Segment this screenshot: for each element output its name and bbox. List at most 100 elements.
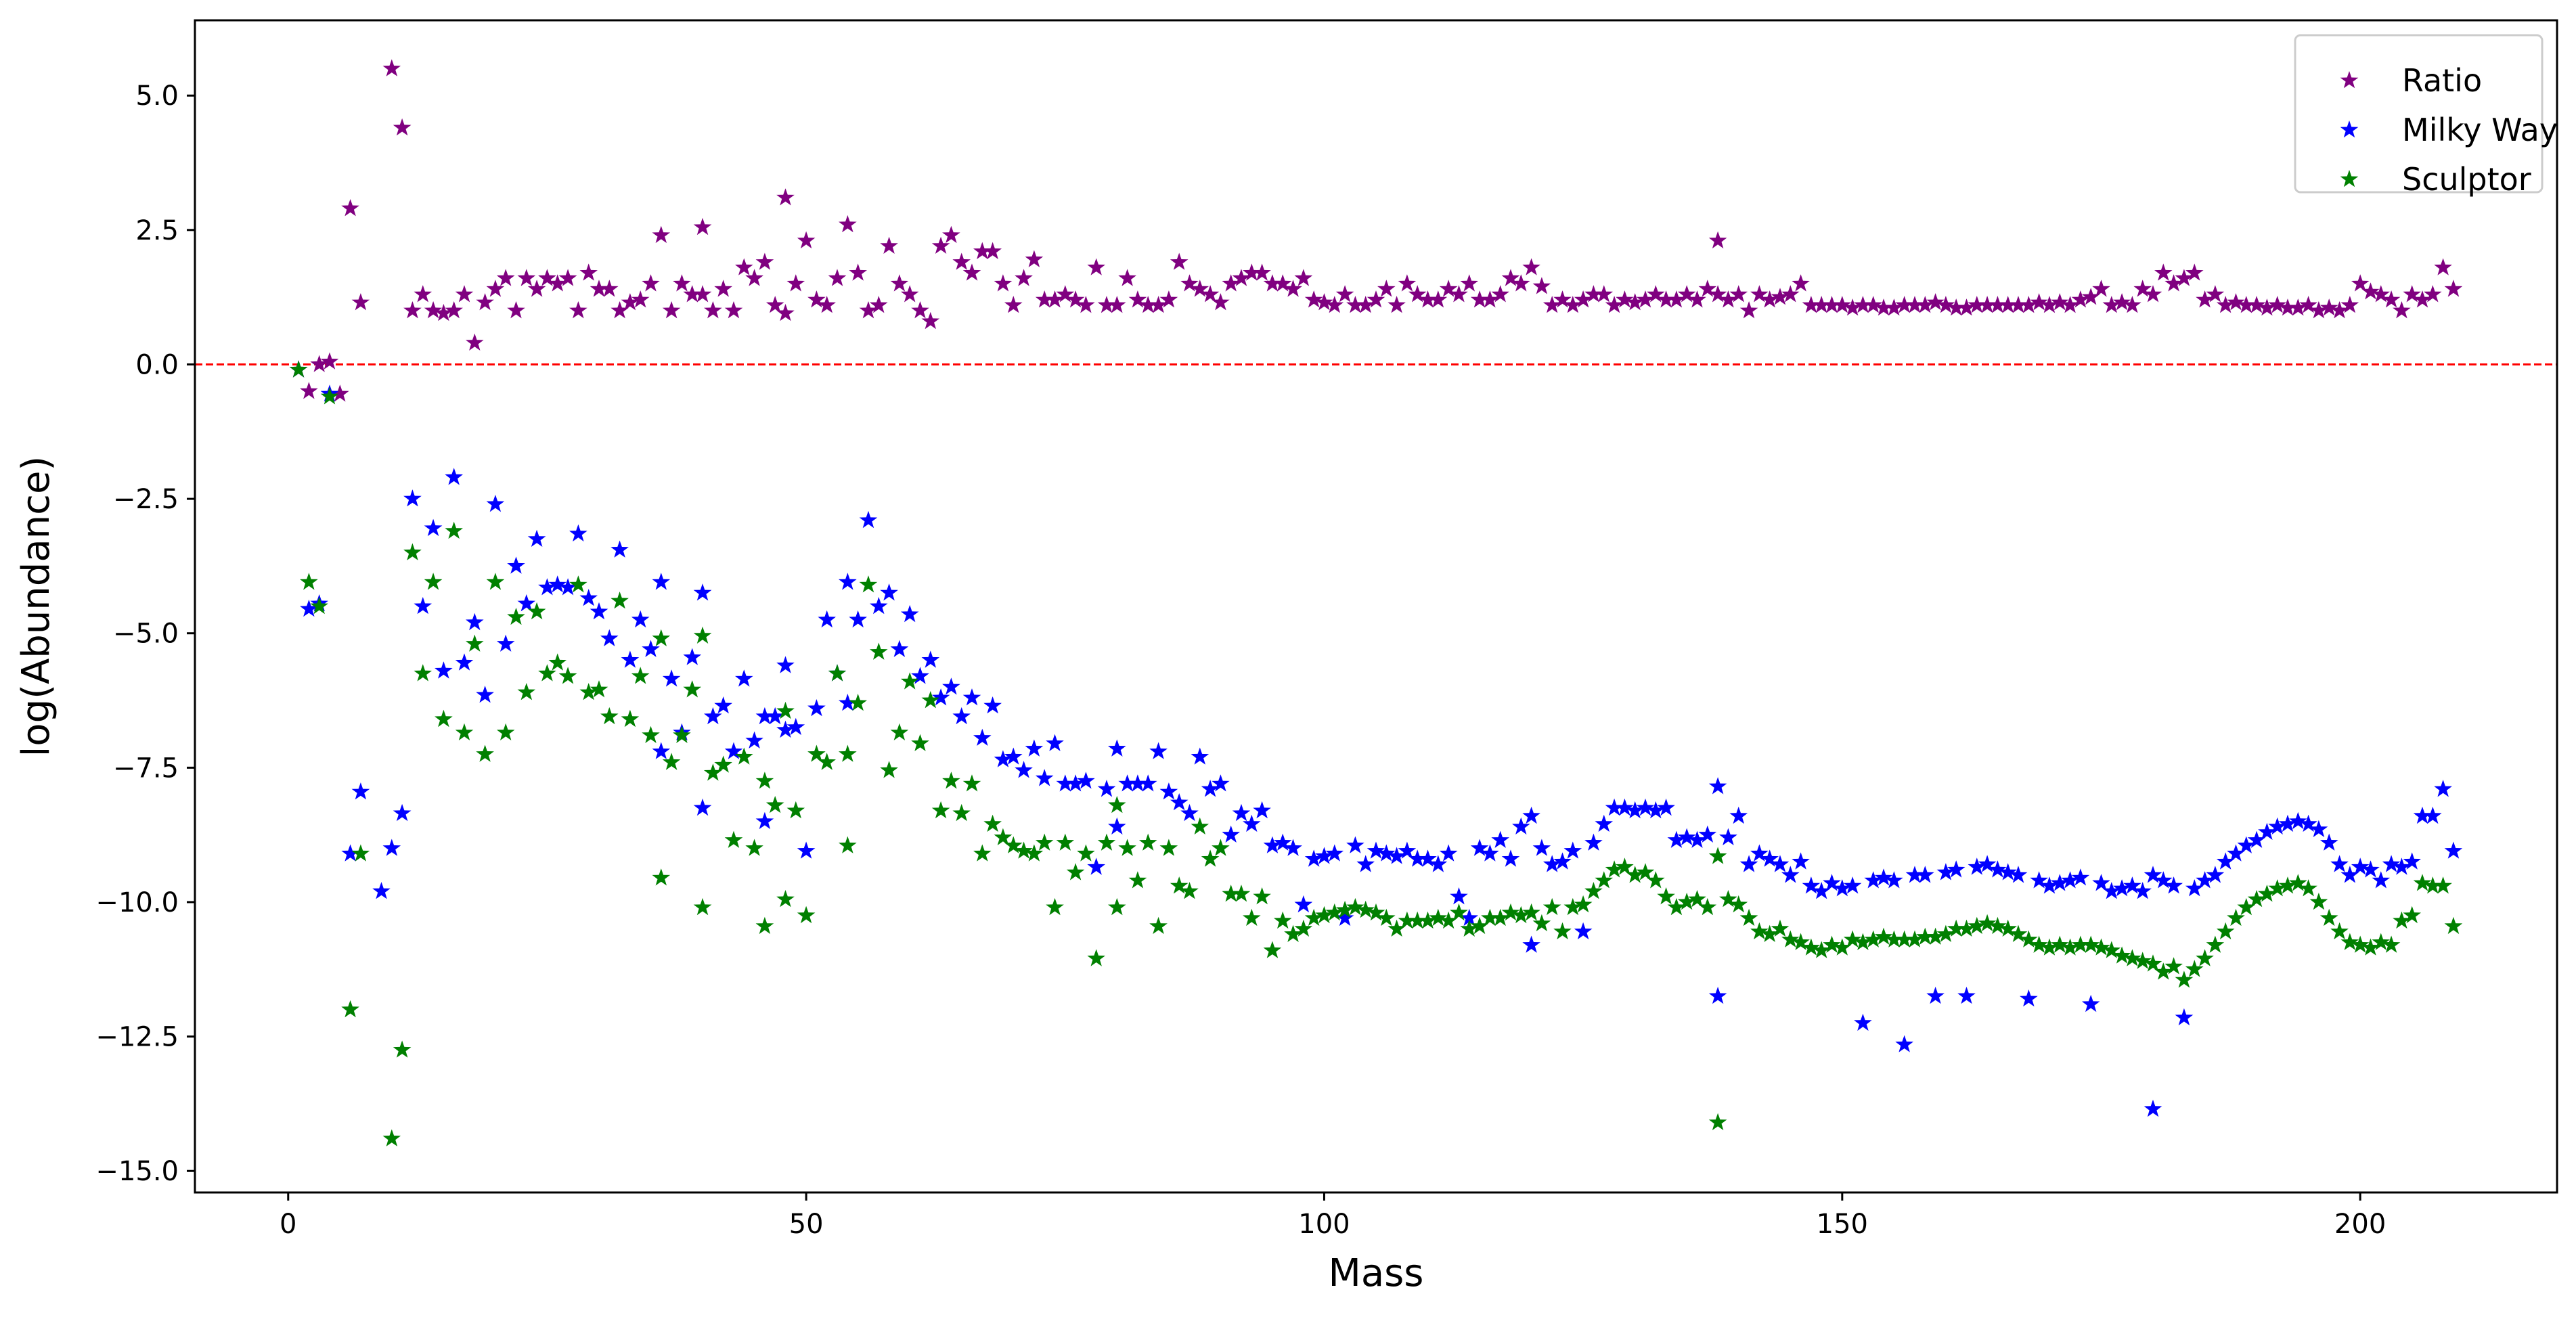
data-point bbox=[1398, 911, 1417, 929]
data-point bbox=[1584, 882, 1603, 899]
data-point bbox=[1812, 882, 1831, 899]
data-point bbox=[890, 723, 909, 740]
data-point bbox=[994, 828, 1013, 845]
data-point bbox=[1616, 290, 1634, 308]
data-point bbox=[1263, 941, 1282, 958]
data-point bbox=[1512, 906, 1530, 924]
data-point bbox=[1056, 833, 1075, 851]
data-point bbox=[445, 521, 463, 539]
data-point bbox=[1097, 296, 1116, 313]
data-point bbox=[1864, 871, 1883, 889]
data-point bbox=[300, 573, 318, 590]
data-point bbox=[652, 868, 671, 886]
data-point bbox=[2268, 817, 2286, 835]
data-point bbox=[931, 688, 950, 706]
data-point bbox=[1491, 908, 1509, 927]
data-point bbox=[1408, 849, 1427, 867]
data-point bbox=[558, 269, 577, 286]
data-point bbox=[486, 280, 505, 297]
data-point bbox=[486, 573, 505, 590]
data-point bbox=[1667, 897, 1686, 916]
data-point bbox=[455, 653, 474, 671]
data-point bbox=[1025, 739, 1044, 757]
data-point bbox=[1429, 855, 1448, 872]
data-point bbox=[1854, 933, 1872, 950]
data-point bbox=[310, 355, 328, 372]
data-point bbox=[1180, 274, 1199, 292]
legend-label: Sculptor bbox=[2402, 161, 2531, 198]
data-point bbox=[765, 707, 784, 725]
data-point bbox=[1781, 930, 1800, 947]
data-point bbox=[1647, 871, 1665, 889]
data-point bbox=[393, 803, 412, 822]
data-point bbox=[1232, 269, 1251, 286]
data-point bbox=[2434, 780, 2452, 797]
x-axis-ticks: 0 50 100 150 200 bbox=[280, 1192, 2386, 1240]
data-point bbox=[900, 604, 919, 623]
data-point bbox=[1450, 285, 1468, 303]
data-point bbox=[2133, 882, 2152, 899]
data-point bbox=[527, 602, 546, 620]
data-point bbox=[1304, 290, 1323, 308]
data-point bbox=[765, 296, 784, 313]
data-point bbox=[1128, 290, 1147, 308]
data-point bbox=[890, 640, 909, 657]
data-point bbox=[1138, 774, 1157, 792]
data-point bbox=[1450, 887, 1468, 905]
data-point bbox=[2340, 296, 2359, 313]
data-point bbox=[1138, 296, 1157, 313]
data-point bbox=[735, 258, 753, 275]
data-point bbox=[1056, 285, 1075, 303]
data-point bbox=[2382, 290, 2401, 308]
data-point bbox=[1771, 855, 1790, 872]
data-point bbox=[2330, 922, 2349, 939]
data-point bbox=[1864, 930, 1883, 947]
data-point bbox=[2268, 879, 2286, 897]
legend-label: Ratio bbox=[2402, 62, 2482, 99]
data-point bbox=[414, 664, 432, 682]
data-point bbox=[517, 594, 536, 612]
data-point bbox=[569, 575, 587, 593]
data-point bbox=[973, 844, 992, 862]
data-point bbox=[2403, 285, 2421, 303]
data-point bbox=[1677, 285, 1696, 303]
data-point bbox=[1243, 263, 1261, 281]
series-milky-way bbox=[289, 360, 2463, 1117]
data-point bbox=[2382, 935, 2401, 953]
data-point bbox=[2258, 822, 2276, 840]
data-point bbox=[1584, 285, 1603, 303]
data-point bbox=[579, 263, 598, 281]
data-point bbox=[1087, 258, 1105, 275]
data-point bbox=[1128, 774, 1147, 792]
data-point bbox=[2424, 876, 2442, 894]
data-point bbox=[2040, 296, 2059, 313]
data-point bbox=[1739, 301, 1758, 319]
data-point bbox=[2175, 1008, 2194, 1026]
data-point bbox=[507, 301, 525, 319]
data-point bbox=[859, 510, 878, 529]
data-point bbox=[776, 656, 795, 673]
data-point bbox=[1595, 285, 1614, 303]
data-point bbox=[952, 707, 971, 725]
data-point bbox=[2112, 946, 2131, 964]
data-point bbox=[849, 610, 867, 628]
data-point bbox=[839, 744, 857, 762]
data-point bbox=[1201, 780, 1220, 797]
data-point bbox=[1595, 814, 1614, 832]
data-point bbox=[1895, 1035, 1913, 1052]
data-point bbox=[2092, 280, 2110, 297]
data-point bbox=[631, 667, 650, 684]
data-point bbox=[714, 755, 732, 773]
data-point bbox=[2278, 298, 2297, 316]
legend-marker bbox=[2340, 120, 2359, 138]
data-point bbox=[1553, 852, 1572, 870]
data-point bbox=[2361, 282, 2380, 300]
data-point bbox=[1542, 296, 1561, 313]
data-point bbox=[2372, 871, 2391, 889]
data-point bbox=[2340, 933, 2359, 950]
data-point bbox=[382, 59, 401, 76]
data-point bbox=[1522, 258, 1540, 275]
data-point bbox=[435, 304, 453, 321]
data-point bbox=[1429, 908, 1448, 927]
data-point bbox=[1708, 777, 1727, 795]
